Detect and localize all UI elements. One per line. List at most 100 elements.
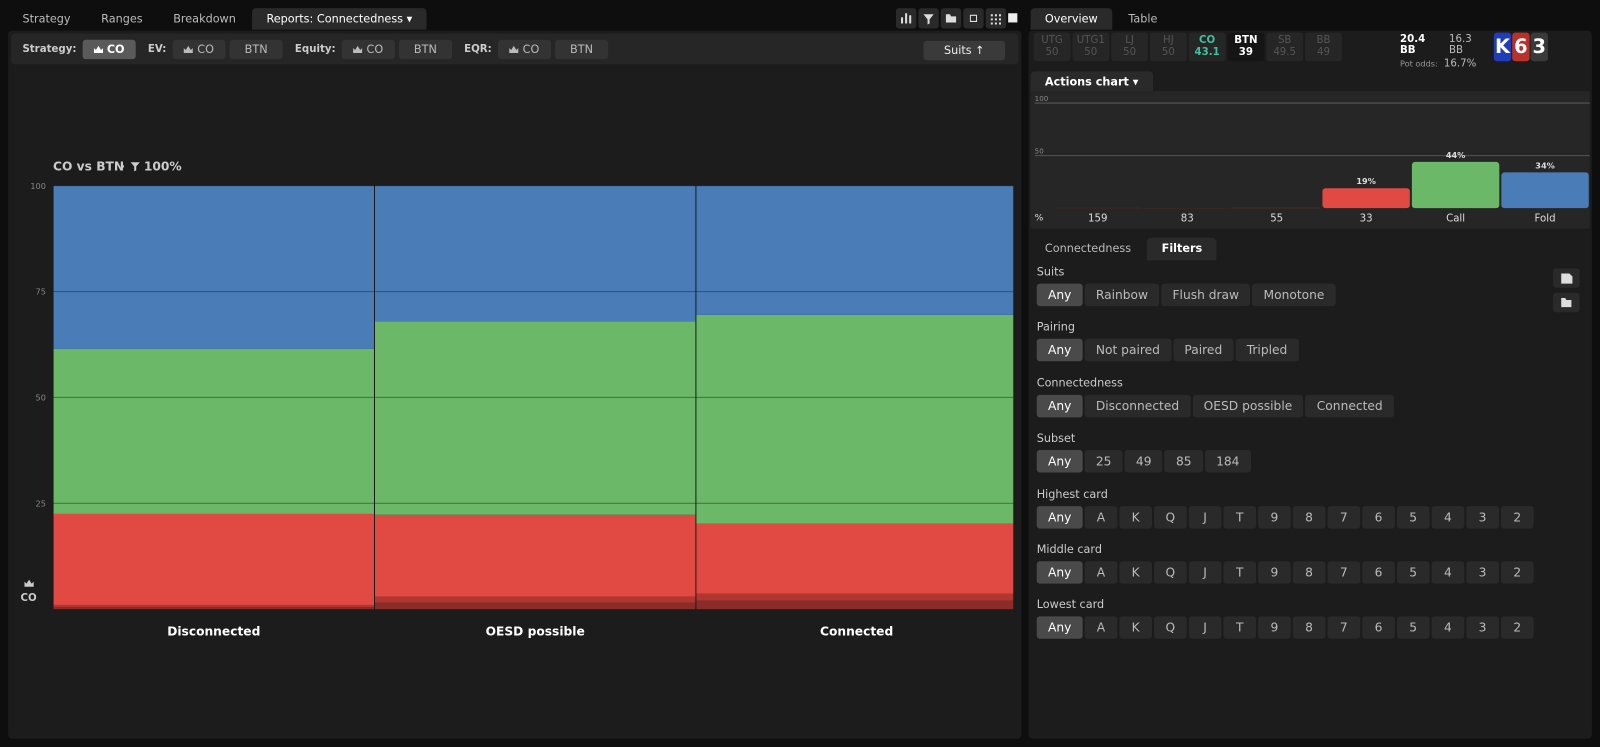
filter-option[interactable]: Tripled	[1235, 339, 1299, 362]
filter-option[interactable]: Any	[1036, 616, 1083, 640]
filter-option[interactable]: 184	[1204, 450, 1251, 473]
filter-option[interactable]: 4	[1431, 505, 1465, 529]
filter-option[interactable]: Any	[1036, 561, 1083, 584]
filter-option[interactable]: K	[1119, 616, 1152, 640]
filter-option[interactable]: 2	[1500, 616, 1534, 640]
toolbar-group: Strategy: CO	[22, 39, 136, 60]
sort-button[interactable]: Suits ↑	[923, 40, 1006, 61]
filter-option[interactable]: 4	[1431, 616, 1465, 640]
filter-option[interactable]: Any	[1036, 283, 1083, 307]
bar-segment	[53, 604, 374, 608]
filter-option[interactable]: T	[1223, 616, 1257, 640]
filter-label: Lowest card	[1036, 598, 1105, 612]
filter-option[interactable]: OESD possible	[1192, 394, 1304, 418]
position-box[interactable]: LJ 50	[1111, 32, 1148, 62]
filter-option[interactable]: 8	[1292, 505, 1326, 529]
filter-options: Any A K Q J T 9 8 7 6 5 4 3 2	[1036, 505, 1534, 529]
filter-option[interactable]: Monotone	[1252, 283, 1336, 307]
filter-option[interactable]: 9	[1258, 561, 1291, 584]
filter-option[interactable]: 2	[1500, 561, 1534, 584]
filter-option[interactable]: Q	[1153, 505, 1187, 529]
filter-option[interactable]: 5	[1396, 505, 1430, 529]
filter-option[interactable]: 5	[1396, 616, 1430, 640]
filter-option[interactable]: 5	[1396, 561, 1430, 584]
filter-option[interactable]: A	[1084, 561, 1118, 584]
toolbar-button[interactable]: CO	[82, 39, 136, 60]
filter-option[interactable]: Any	[1036, 394, 1083, 418]
filter-option[interactable]: 6	[1362, 561, 1395, 584]
position-box[interactable]: BTN 39	[1227, 32, 1265, 62]
filter-option[interactable]: 49	[1124, 450, 1163, 473]
position-box[interactable]: UTG 50	[1033, 32, 1071, 62]
filter-option[interactable]: T	[1223, 505, 1257, 529]
filter-option[interactable]: 7	[1327, 561, 1361, 584]
filter-option[interactable]: K	[1119, 505, 1152, 529]
top-tab[interactable]: Reports: Connectedness ▾	[252, 8, 427, 30]
filter-option[interactable]: 9	[1258, 616, 1291, 640]
filter-option[interactable]: Q	[1153, 616, 1187, 640]
icon-square[interactable]	[1008, 13, 1018, 23]
toolbar-button[interactable]: CO	[172, 39, 226, 60]
filter-tab[interactable]: Filters	[1147, 237, 1217, 261]
toolbar-button[interactable]: CO	[341, 39, 395, 60]
filter-option[interactable]: J	[1188, 561, 1222, 584]
y-tick-label: 50	[1035, 147, 1045, 156]
filter-option[interactable]: 25	[1084, 450, 1123, 473]
filter-option[interactable]: 8	[1292, 616, 1326, 640]
filter-tabs: Connectedness Filters	[1031, 237, 1217, 261]
toolbar-button[interactable]: BTN	[555, 39, 609, 60]
filter-option[interactable]: 85	[1164, 450, 1203, 473]
filter-option[interactable]: 7	[1327, 505, 1361, 529]
filter-option[interactable]: 6	[1362, 616, 1395, 640]
position-box[interactable]: CO 43.1	[1188, 32, 1226, 62]
filter-option[interactable]: Any	[1036, 339, 1083, 362]
filter-option[interactable]: Q	[1153, 561, 1187, 584]
pot-odds-label: Pot odds:	[1399, 59, 1438, 69]
position-box[interactable]: BB 49	[1305, 32, 1342, 62]
filter-value: 100%	[144, 159, 182, 173]
filter-option[interactable]: A	[1084, 616, 1118, 640]
y-tick-label: 100	[1035, 94, 1049, 103]
filter-option[interactable]: Any	[1036, 505, 1083, 529]
filter-option[interactable]: 4	[1431, 561, 1465, 584]
filter-option[interactable]: 3	[1466, 561, 1499, 584]
top-tab[interactable]: Strategy	[22, 12, 71, 26]
toolbar-button[interactable]: CO	[497, 39, 551, 60]
filter-option[interactable]: T	[1223, 561, 1257, 584]
position-stack: 50	[1123, 46, 1137, 59]
top-tab[interactable]: Breakdown	[173, 12, 236, 26]
filter-option[interactable]: 9	[1258, 505, 1291, 529]
toolbar-label: Strategy:	[22, 43, 77, 56]
filter-option[interactable]: 3	[1466, 616, 1499, 640]
filter-option[interactable]: A	[1084, 505, 1118, 529]
filter-option[interactable]: 2	[1500, 505, 1534, 529]
filter-option[interactable]: Connected	[1305, 394, 1394, 418]
filter-option[interactable]: 3	[1466, 505, 1499, 529]
filter-option[interactable]: 6	[1362, 505, 1395, 529]
position-box[interactable]: HJ 50	[1149, 32, 1187, 62]
icon-compare[interactable]	[963, 8, 984, 29]
filter-option[interactable]: 7	[1327, 616, 1361, 640]
filter-option[interactable]: J	[1188, 616, 1222, 640]
position-box[interactable]: SB 49.5	[1266, 32, 1304, 62]
position-box[interactable]: UTG1 50	[1072, 32, 1110, 62]
actions-chart-dropdown[interactable]: Actions chart ▾	[1030, 71, 1153, 94]
filter-option[interactable]: 8	[1292, 561, 1326, 584]
filter-option[interactable]: Any	[1036, 450, 1083, 473]
side-tab[interactable]: Table	[1128, 12, 1158, 26]
side-tab[interactable]: Overview	[1030, 8, 1113, 30]
filter-option[interactable]: Flush draw	[1161, 283, 1251, 307]
filter-option[interactable]: Rainbow	[1084, 283, 1160, 307]
filter-option[interactable]: Disconnected	[1084, 394, 1191, 418]
filter-option[interactable]: K	[1119, 561, 1152, 584]
top-tab[interactable]: Ranges	[101, 12, 143, 26]
toolbar-button[interactable]: BTN	[229, 39, 283, 60]
toolbar-groups: Strategy: CO EV: CO BTN Equity: CO BTN EQR: CO BTN	[22, 39, 609, 60]
y-axis-label: %	[1035, 212, 1044, 223]
filter-option[interactable]: Paired	[1173, 339, 1234, 362]
toolbar-button[interactable]: BTN	[398, 39, 452, 60]
filter-option[interactable]: Not paired	[1084, 339, 1172, 362]
filter-option[interactable]: J	[1188, 505, 1222, 529]
filter-tab[interactable]: Connectedness	[1044, 241, 1132, 256]
bar-segment	[374, 185, 696, 322]
